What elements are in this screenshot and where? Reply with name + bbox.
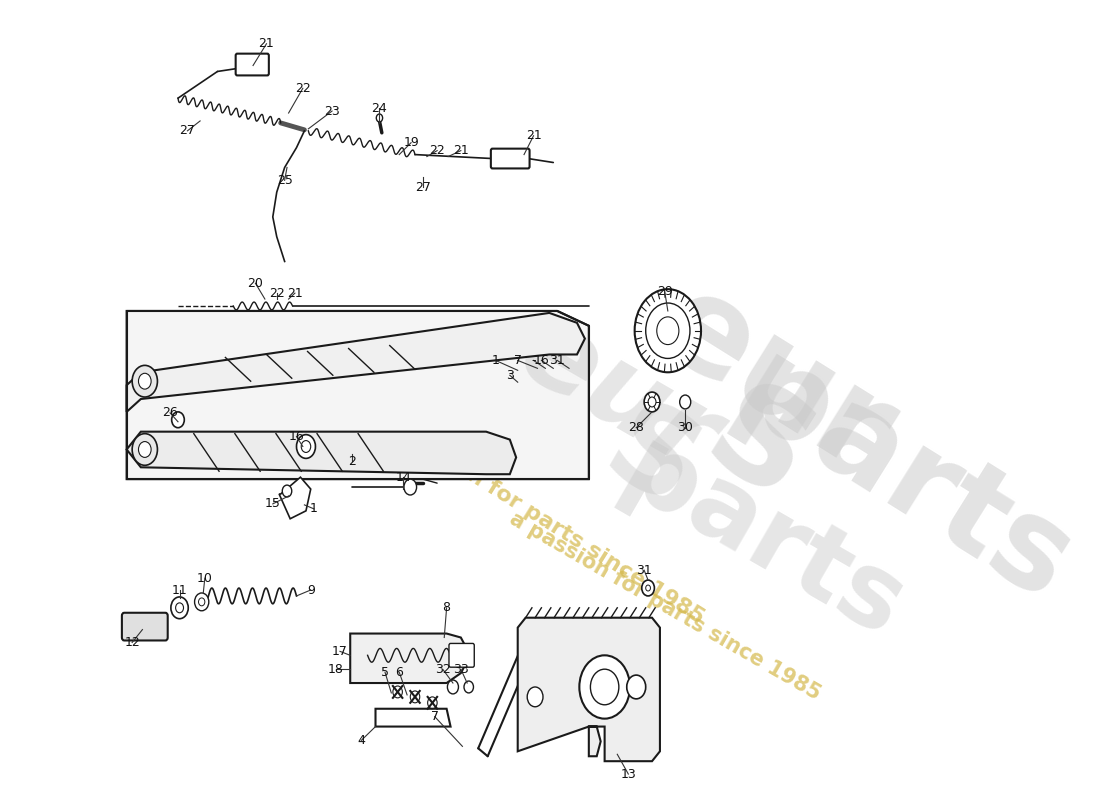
Text: a passion for parts since 1985: a passion for parts since 1985	[506, 509, 824, 704]
Text: 11: 11	[172, 583, 187, 597]
Text: 27: 27	[179, 124, 196, 138]
Circle shape	[645, 392, 660, 412]
Circle shape	[132, 366, 157, 397]
Text: 33: 33	[453, 662, 469, 676]
Circle shape	[172, 412, 185, 428]
Polygon shape	[279, 477, 310, 518]
Circle shape	[170, 597, 188, 618]
Circle shape	[176, 603, 184, 613]
FancyBboxPatch shape	[491, 149, 529, 169]
Circle shape	[301, 441, 310, 453]
Text: 31: 31	[636, 564, 652, 577]
Circle shape	[657, 317, 679, 345]
Text: 28: 28	[628, 422, 645, 434]
FancyBboxPatch shape	[235, 54, 268, 75]
Text: S: S	[585, 390, 716, 532]
Text: S: S	[683, 370, 832, 529]
Circle shape	[641, 580, 654, 596]
Text: 8: 8	[442, 602, 451, 614]
Text: 6: 6	[395, 666, 403, 678]
Text: a passion for parts since 1985: a passion for parts since 1985	[375, 410, 707, 627]
Text: 21: 21	[526, 130, 541, 142]
Circle shape	[527, 687, 543, 706]
Polygon shape	[126, 313, 585, 412]
Text: 22: 22	[429, 144, 446, 157]
Text: 27: 27	[415, 181, 431, 194]
Text: 30: 30	[678, 422, 693, 434]
Text: 1: 1	[310, 502, 318, 515]
Text: 9: 9	[307, 583, 315, 597]
Text: 10: 10	[197, 572, 212, 585]
Circle shape	[297, 434, 316, 458]
Text: 21: 21	[287, 286, 303, 300]
Text: 19: 19	[404, 136, 419, 150]
FancyBboxPatch shape	[449, 643, 474, 667]
Circle shape	[448, 680, 459, 694]
Text: 14: 14	[395, 470, 411, 484]
Text: 7: 7	[514, 354, 521, 367]
Circle shape	[404, 479, 417, 495]
Circle shape	[680, 395, 691, 409]
Text: parts: parts	[715, 330, 1092, 629]
Text: 7: 7	[431, 710, 439, 723]
Text: 1: 1	[492, 354, 499, 367]
Circle shape	[139, 374, 151, 389]
Text: 32: 32	[434, 662, 451, 676]
Circle shape	[646, 303, 690, 358]
Text: 23: 23	[324, 105, 340, 118]
Circle shape	[464, 681, 473, 693]
Text: 2: 2	[348, 455, 355, 468]
Circle shape	[376, 114, 383, 122]
Text: 21: 21	[453, 144, 469, 157]
Text: 13: 13	[620, 767, 636, 781]
Polygon shape	[375, 709, 451, 726]
Text: 25: 25	[277, 174, 293, 187]
Text: 26: 26	[162, 406, 178, 419]
Text: 12: 12	[124, 636, 140, 649]
Circle shape	[132, 434, 157, 466]
Text: 16: 16	[288, 430, 305, 443]
Text: 16: 16	[534, 354, 549, 367]
Circle shape	[139, 442, 151, 458]
Circle shape	[591, 669, 619, 705]
Text: parts: parts	[605, 420, 922, 661]
Circle shape	[648, 397, 656, 407]
Text: 24: 24	[372, 102, 387, 114]
Text: 3: 3	[506, 369, 514, 382]
Text: 17: 17	[332, 645, 348, 658]
Text: 5: 5	[381, 666, 389, 678]
Circle shape	[283, 485, 292, 497]
Circle shape	[195, 593, 209, 610]
Text: -: -	[531, 354, 536, 367]
Polygon shape	[518, 618, 660, 761]
Text: 18: 18	[328, 662, 344, 676]
Text: 22: 22	[268, 286, 285, 300]
Polygon shape	[350, 634, 471, 683]
Circle shape	[627, 675, 646, 699]
Text: 15: 15	[265, 498, 280, 510]
Text: 31: 31	[549, 354, 565, 367]
Text: eur: eur	[636, 261, 914, 500]
Circle shape	[635, 289, 701, 372]
Circle shape	[580, 655, 630, 718]
FancyBboxPatch shape	[122, 613, 167, 641]
Circle shape	[198, 598, 205, 606]
Text: 21: 21	[258, 38, 274, 50]
Circle shape	[646, 585, 650, 591]
Polygon shape	[126, 432, 516, 474]
Polygon shape	[126, 311, 588, 479]
Text: 22: 22	[295, 82, 310, 94]
Text: eur: eur	[502, 296, 737, 494]
Text: 29: 29	[657, 285, 672, 298]
Text: 20: 20	[248, 277, 263, 290]
Text: 4: 4	[358, 734, 365, 747]
